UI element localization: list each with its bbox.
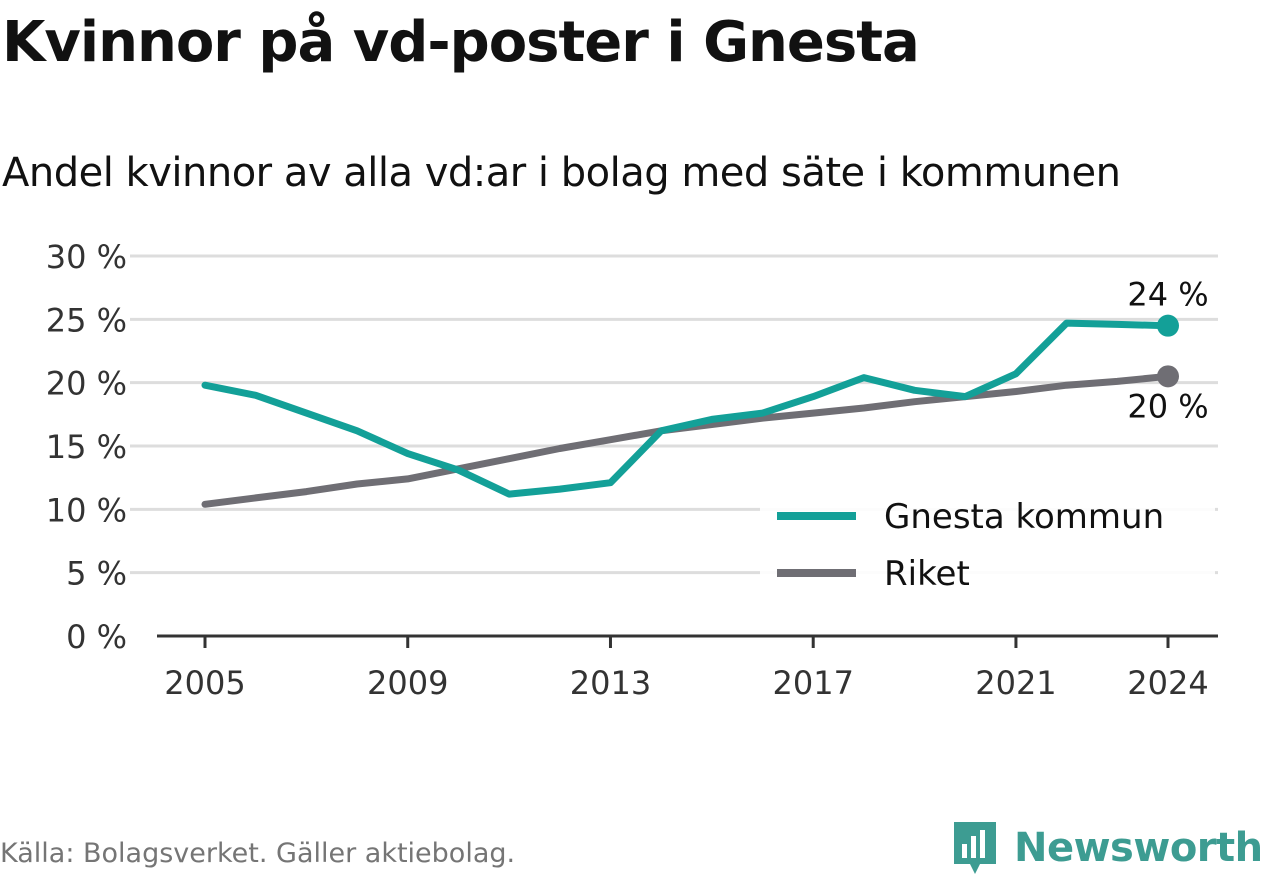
end-labels: 24 % 20 %: [1127, 276, 1208, 426]
end-label-riket: 20 %: [1127, 387, 1208, 425]
series-endpoint-riket: [1157, 365, 1179, 388]
brand-name: Newsworthy: [1014, 825, 1262, 871]
series-line-riket: [201, 372, 1172, 508]
legend-label: Riket: [884, 554, 970, 594]
series-endpoint-gnesta: [1157, 314, 1179, 337]
series-lines: [201, 314, 1179, 508]
legend: Gnesta kommun Riket: [760, 488, 1215, 610]
y-tick-label: 30 %: [46, 238, 127, 276]
y-tick-label: 25 %: [46, 301, 127, 339]
y-tick-label: 0 %: [66, 618, 127, 656]
y-tick-label: 5 %: [66, 555, 127, 593]
x-tick-label: 2013: [570, 664, 651, 702]
chart-title: Kvinnor på vd-poster i Gnesta: [2, 10, 920, 75]
y-tick-label: 10 %: [46, 491, 127, 529]
x-tick-label: 2024: [1127, 664, 1208, 702]
x-tick-label: 2009: [367, 664, 448, 702]
chart-subtitle: Andel kvinnor av alla vd:ar i bolag med …: [2, 150, 1121, 196]
y-axis-ticks: 0 % 5 % 10 % 15 % 20 % 25 % 30 %: [46, 238, 127, 656]
y-tick-label: 20 %: [46, 365, 127, 403]
legend-background: [760, 488, 1215, 610]
end-label-gnesta: 24 %: [1127, 276, 1208, 314]
series-line-gnesta: [201, 319, 1172, 498]
x-axis: 2005 2009 2013 2017 2021 2024: [157, 634, 1218, 702]
legend-label: Gnesta kommun: [884, 497, 1164, 537]
x-tick-label: 2021: [975, 664, 1056, 702]
y-tick-label: 15 %: [46, 428, 127, 466]
source-note: Källa: Bolagsverket. Gäller aktiebolag.: [0, 838, 516, 869]
newsworthy-logo: Newsworthy: [950, 818, 1262, 878]
grid-lines: [130, 254, 1218, 575]
x-tick-label: 2017: [772, 664, 853, 702]
newsworthy-icon: [954, 822, 996, 874]
x-tick-label: 2005: [164, 664, 245, 702]
